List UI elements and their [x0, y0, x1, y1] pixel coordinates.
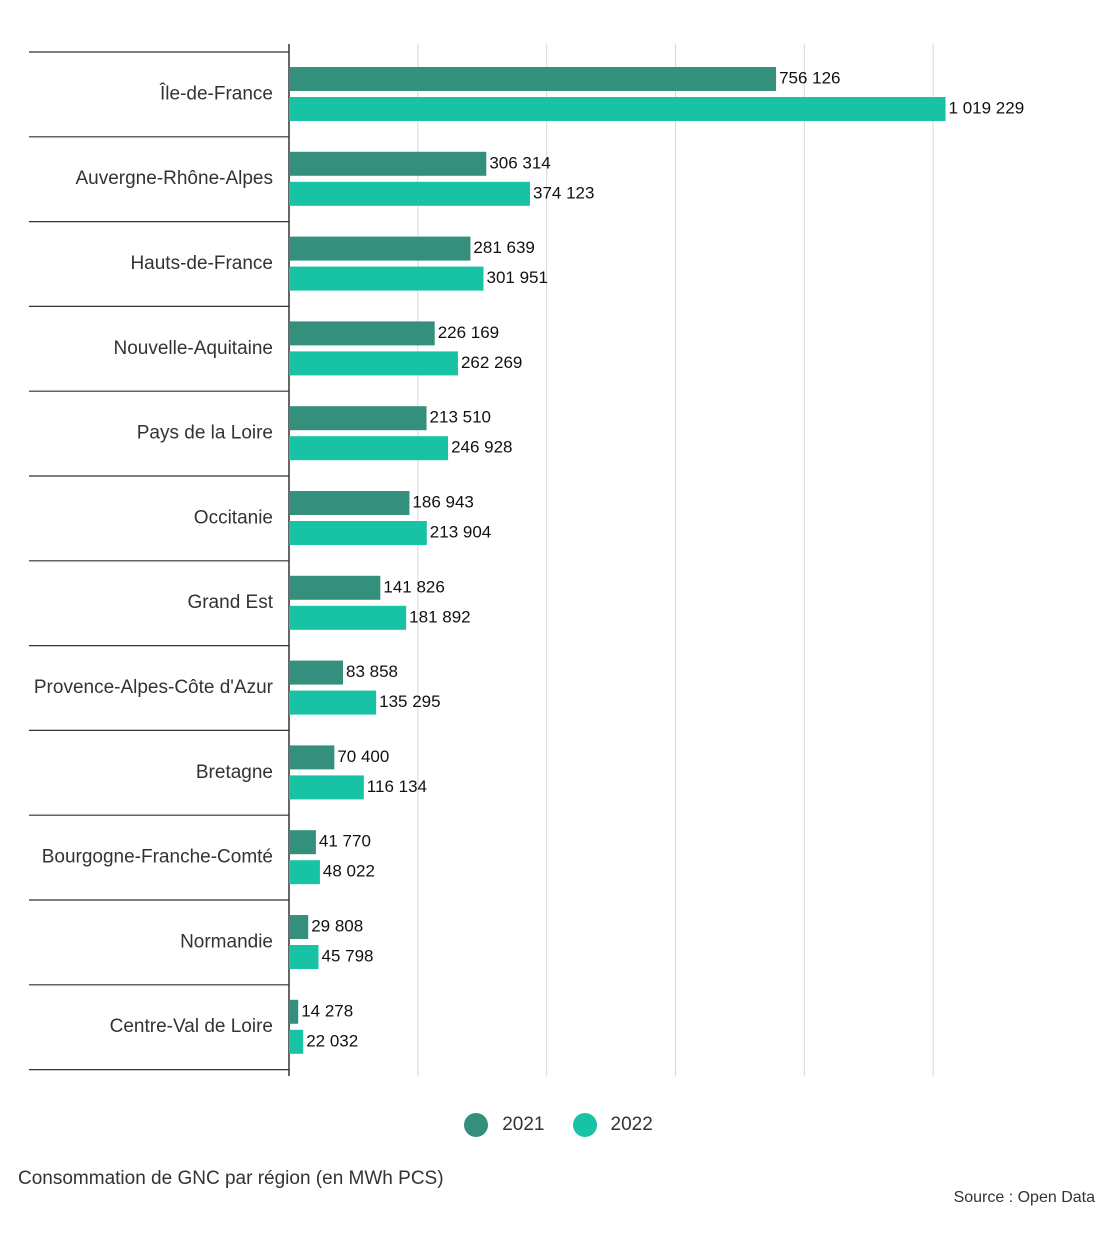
- source-note: Source : Open Data: [953, 1189, 1095, 1206]
- bar-2021: [289, 236, 471, 261]
- data-label-2022: 1 019 229: [949, 98, 1025, 117]
- data-label-2021: 756 126: [779, 68, 840, 87]
- bar-2021: [289, 999, 299, 1024]
- bar-chart: Île-de-France 756 126 1 019 229 Auvergne-Rh…: [29, 44, 1025, 1076]
- data-label-2021: 281 639: [473, 238, 534, 257]
- data-label-2022: 213 904: [430, 522, 491, 541]
- bar-2021: [289, 321, 435, 346]
- data-label-2022: 45 798: [322, 946, 374, 965]
- bar-2022: [289, 351, 458, 376]
- bar-2021: [289, 491, 410, 515]
- data-label-2021: 83 858: [346, 662, 398, 681]
- category-label: Auvergne-Rhône-Alpes: [75, 168, 273, 189]
- bar-2021: [289, 151, 487, 176]
- bar-2022: [289, 266, 484, 291]
- data-label-2022: 262 269: [461, 353, 522, 372]
- bar-2022: [289, 521, 427, 545]
- bar-2022: [289, 181, 530, 206]
- data-label-2022: 48 022: [323, 862, 375, 881]
- data-label-2021: 226 169: [438, 323, 499, 342]
- data-label-2021: 70 400: [337, 747, 389, 766]
- legend-item-2022[interactable]: 2022: [572, 1113, 653, 1137]
- category-label: Bretagne: [196, 762, 273, 783]
- bar-2022: [289, 1029, 304, 1054]
- legend-swatch-2022: [572, 1113, 597, 1137]
- bar-2022: [289, 945, 319, 969]
- data-label-2021: 213 510: [430, 408, 491, 427]
- bar-2021: [289, 915, 309, 939]
- data-label-2021: 141 826: [383, 577, 444, 596]
- category-label: Occitanie: [194, 507, 273, 528]
- data-label-2021: 14 278: [301, 1001, 353, 1020]
- bar-2022: [289, 605, 407, 630]
- legend-label-2021: 2021: [502, 1114, 545, 1135]
- category-label: Provence-Alpes-Côte d'Azur: [34, 677, 274, 698]
- bar-2021: [289, 406, 427, 431]
- category-label: Centre-Val de Loire: [110, 1016, 273, 1037]
- bar-2021: [289, 830, 316, 855]
- data-label-2021: 29 808: [311, 916, 363, 935]
- data-label-2022: 116 134: [367, 777, 427, 796]
- category-label: Hauts-de-France: [130, 253, 273, 274]
- category-label: Île-de-France: [159, 82, 273, 104]
- chart-caption: Consommation de GNC par région (en MWh P…: [18, 1168, 444, 1189]
- category-label: Grand Est: [187, 592, 273, 613]
- data-label-2022: 181 892: [409, 607, 470, 626]
- category-label: Nouvelle-Aquitaine: [114, 338, 274, 359]
- bar-2022: [289, 97, 946, 121]
- bar-2021: [289, 660, 344, 685]
- category-label: Normandie: [180, 931, 273, 952]
- data-label-2022: 246 928: [451, 438, 512, 457]
- bar-2021: [289, 67, 777, 91]
- legend-swatch-2021: [464, 1113, 489, 1137]
- bar-2022: [289, 436, 449, 461]
- bar-2021: [289, 745, 335, 770]
- data-label-2021: 306 314: [489, 153, 550, 172]
- data-label-2022: 374 123: [533, 183, 594, 202]
- data-label-2022: 301 951: [487, 268, 548, 287]
- legend: 2021 2022: [0, 1110, 1117, 1140]
- data-label-2022: 135 295: [379, 692, 440, 711]
- bar-2021: [289, 575, 381, 600]
- category-label: Pays de la Loire: [137, 423, 273, 444]
- data-label-2021: 41 770: [319, 832, 371, 851]
- bar-2022: [289, 690, 377, 715]
- bar-2022: [289, 775, 364, 800]
- legend-item-2021[interactable]: 2021: [464, 1113, 545, 1137]
- category-label: Bourgogne-Franche-Comté: [42, 847, 273, 868]
- data-label-2021: 186 943: [412, 492, 473, 511]
- legend-label-2022: 2022: [610, 1114, 653, 1135]
- data-label-2022: 22 032: [306, 1031, 358, 1050]
- bar-2022: [289, 860, 320, 885]
